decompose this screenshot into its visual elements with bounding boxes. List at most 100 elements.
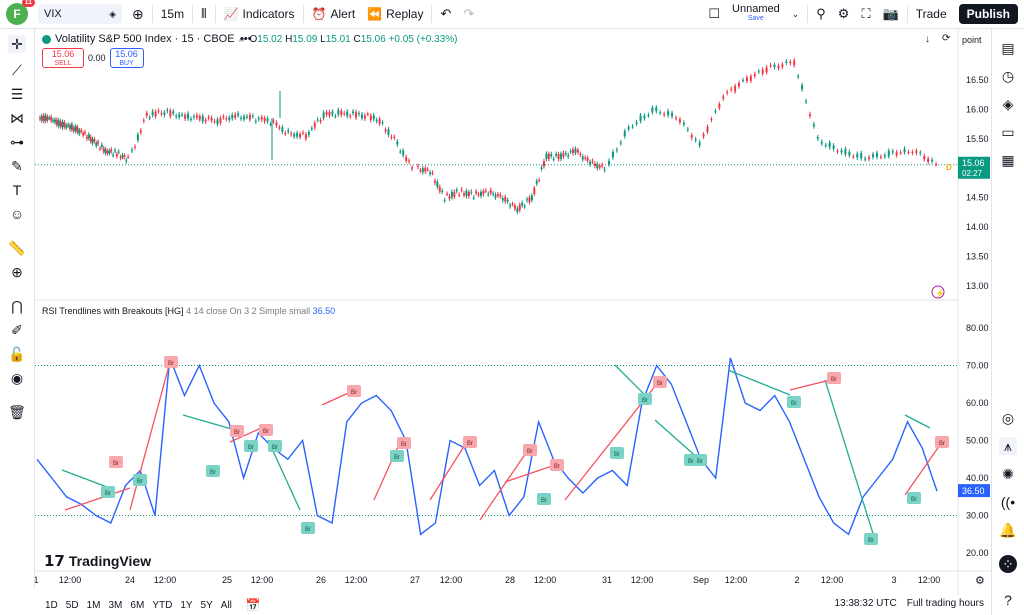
candle-body <box>450 191 453 198</box>
time-axis-label: 12:00 <box>440 575 463 585</box>
camera-icon[interactable]: 📷 <box>882 6 899 21</box>
emoji-icon[interactable]: ☺ <box>9 206 25 222</box>
buy-button[interactable]: 15.06 BUY <box>109 48 144 68</box>
lock-drawing-icon[interactable]: ✐ <box>11 321 23 338</box>
candle-body <box>615 149 618 151</box>
notifications-icon[interactable]: 🔔 <box>999 521 1017 538</box>
magnet-icon[interactable]: ⋂ <box>11 297 23 314</box>
candle-body <box>480 191 482 197</box>
chart-canvas[interactable]: 16.5016.0015.5015.0014.5014.0013.5013.00… <box>35 29 992 595</box>
replay-button[interactable]: ⏪ Replay <box>361 0 429 28</box>
ideas-icon[interactable]: ✺ <box>1002 465 1014 482</box>
pattern-icon[interactable]: ⋈ <box>10 109 24 126</box>
timeframe-ytd[interactable]: YTD <box>152 599 173 611</box>
fib-retracement-icon[interactable]: ☰ <box>10 85 24 102</box>
rsi-axis-label: 60.00 <box>966 398 989 408</box>
session-label[interactable]: Full trading hours <box>906 598 984 609</box>
candle-body <box>436 181 439 188</box>
trendline-icon[interactable]: ⟋ <box>12 61 22 78</box>
quick-search-icon[interactable]: ⚲ <box>816 6 826 21</box>
candle-body <box>296 133 299 137</box>
scale-down-icon[interactable]: ↓ <box>925 34 930 45</box>
eye-icon[interactable]: ◉ <box>10 369 24 386</box>
publish-button[interactable]: Publish <box>958 4 1018 24</box>
timeframe-5d[interactable]: 5D <box>65 599 79 611</box>
legend-more-icon[interactable]: ••• <box>240 33 252 45</box>
breakout-badge-label: Br <box>351 390 357 396</box>
price-axis-mode[interactable]: point <box>962 35 982 45</box>
pine-icon[interactable]: ⩚ <box>999 437 1017 455</box>
fullscreen-icon[interactable]: ⛶ <box>861 6 871 21</box>
chevron-down-icon[interactable]: ⌄ <box>791 8 800 19</box>
candle-body <box>284 132 287 134</box>
candle-body <box>110 149 113 152</box>
axis-settings-icon[interactable]: ⚙ <box>975 575 985 587</box>
forecast-icon[interactable]: ⊶ <box>10 133 24 150</box>
candle-body <box>195 115 198 118</box>
refresh-icon[interactable]: ⟳ <box>942 33 951 44</box>
redo-icon[interactable]: ↷ <box>463 6 475 21</box>
indicators-label: Indicators <box>242 7 295 21</box>
settings-gear-icon[interactable]: ⚙ <box>837 6 850 21</box>
flash-circle-icon[interactable] <box>931 285 945 299</box>
compare-add-icon[interactable]: ⊕ <box>132 5 144 22</box>
text-icon[interactable]: T <box>12 182 22 198</box>
timeframe-1y[interactable]: 1Y <box>180 599 193 611</box>
flash-icon[interactable]: ⚡ <box>935 288 945 298</box>
date-range-icon[interactable]: 📅 <box>245 598 261 612</box>
timeframe-3m[interactable]: 3M <box>108 599 123 611</box>
layers-icon[interactable]: ◈ <box>1002 95 1014 112</box>
timeframe-5y[interactable]: 5Y <box>200 599 213 611</box>
candle-body <box>773 64 776 68</box>
candle-body <box>121 155 124 157</box>
signal-icon[interactable]: ((• <box>1000 494 1016 510</box>
apps-grid-icon[interactable]: ⁘ <box>999 555 1017 573</box>
breakout-badge <box>550 459 564 471</box>
timeframe-1d[interactable]: 1D <box>45 599 58 611</box>
ruler-icon[interactable]: 📏 <box>8 239 26 256</box>
symbol-title[interactable]: Volatility S&P 500 Index · 15 · CBOE <box>55 33 235 45</box>
rsi-trendline-support <box>504 464 556 483</box>
candle-body <box>251 115 254 117</box>
rsi-legend[interactable]: RSI Trendlines with Breakouts [HG] 4 14 … <box>42 306 335 316</box>
trade-button[interactable]: Trade <box>915 7 947 21</box>
candle-body <box>567 155 570 157</box>
open-label: O <box>249 33 258 45</box>
alerts-clock-icon[interactable]: ◷ <box>1001 67 1015 84</box>
divider <box>151 5 153 23</box>
calendar-icon[interactable]: ▦ <box>1001 151 1015 168</box>
timeframe-all[interactable]: All <box>220 599 232 611</box>
trash-icon[interactable]: 🗑 <box>8 403 26 420</box>
chat-icon[interactable]: ▭ <box>1001 123 1015 140</box>
timeframe-6m[interactable]: 6M <box>130 599 145 611</box>
timeframe-1m[interactable]: 1M <box>86 599 101 611</box>
breakout-badge <box>537 493 551 505</box>
candle-body <box>421 168 424 173</box>
brush-icon[interactable]: ✎ <box>11 157 23 174</box>
undo-icon[interactable]: ↶ <box>440 6 452 21</box>
zoom-in-icon[interactable]: ⊕ <box>11 263 23 280</box>
candle-body <box>405 156 408 161</box>
sell-button[interactable]: 15.06 SELL <box>42 48 84 68</box>
symbol-dropdown-icon: ◈ <box>109 8 116 19</box>
target-icon[interactable]: ◎ <box>1001 409 1015 426</box>
utc-clock[interactable]: 13:38:32 UTC <box>834 598 897 609</box>
lock-icon[interactable]: 🔓 <box>8 345 26 362</box>
symbol-search[interactable]: VIX ◈ <box>38 4 122 24</box>
candle-body <box>172 111 175 114</box>
crosshair-icon[interactable]: ✛ <box>8 35 26 53</box>
breakout-badge <box>109 456 123 468</box>
candle-body <box>726 91 729 94</box>
layout-checkbox-icon[interactable]: ☐ <box>708 6 721 21</box>
candle-type-icon[interactable]: ⫴ <box>201 6 207 21</box>
alert-button[interactable]: ⏰ Alert <box>306 0 362 28</box>
layout-name[interactable]: Unnamed Save <box>726 0 786 28</box>
user-avatar[interactable]: F 11 <box>6 0 35 25</box>
rsi-tag-bg <box>958 484 990 498</box>
candle-body <box>552 159 555 161</box>
indicators-button[interactable]: 📈 Indicators <box>218 0 301 28</box>
candle-body <box>569 150 572 152</box>
interval-button[interactable]: 15m <box>160 7 185 21</box>
help-icon[interactable]: ? <box>1004 592 1012 608</box>
watchlist-icon[interactable]: ▤ <box>1001 39 1015 56</box>
